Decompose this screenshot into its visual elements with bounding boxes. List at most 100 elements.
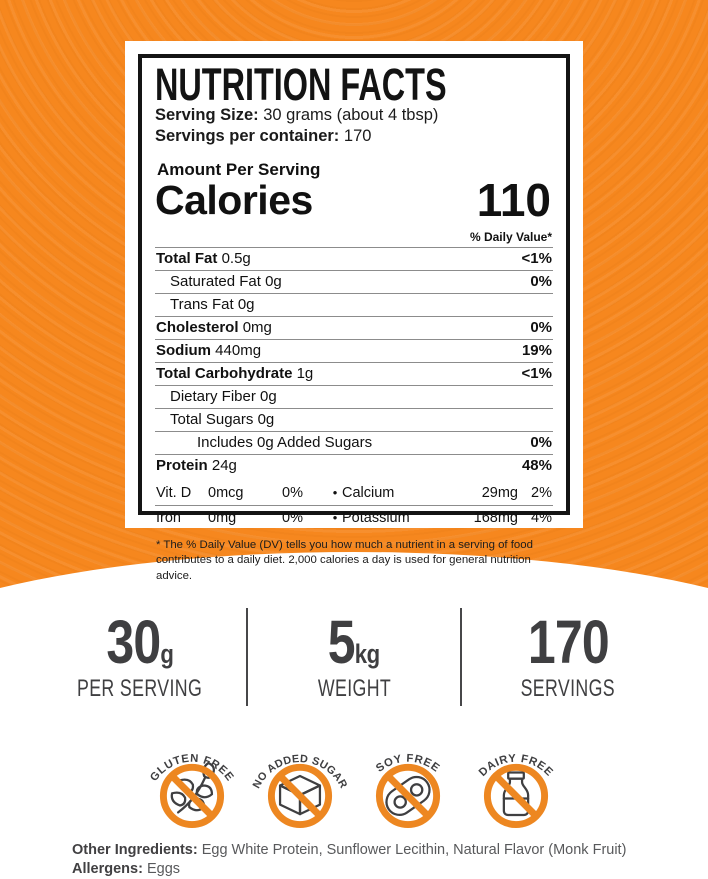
micro-dv: 0%	[282, 485, 303, 502]
stat-servings: 170 SERVINGS	[462, 611, 674, 703]
nutrient-amount: 440mg	[215, 341, 262, 359]
stats-divider	[246, 608, 248, 706]
no-symbol	[375, 763, 441, 828]
nutrient-name: Trans Fat	[170, 295, 234, 313]
nutrient-row-dietary-fiber: Dietary Fiber 0g	[155, 386, 553, 409]
stat-label: SERVINGS	[520, 674, 616, 702]
servings-per-container-value: 170	[343, 127, 372, 146]
amount-per-serving-label: Amount Per Serving	[157, 160, 321, 180]
servings-per-container-label: Servings per container:	[155, 127, 340, 146]
stat-value: 170	[527, 607, 609, 676]
white-background	[0, 670, 708, 879]
stat-value: 30	[106, 607, 161, 676]
nutrient-dv: <1%	[521, 249, 552, 267]
nutrient-row-total-sugars: Total Sugars 0g	[155, 409, 553, 432]
nutrient-name: Cholesterol	[156, 318, 239, 336]
stat-per-serving: 30g PER SERVING	[34, 611, 246, 703]
daily-value-header: % Daily Value*	[155, 226, 553, 248]
soy-free-badge-graphic: SOY FREE	[374, 753, 442, 828]
svg-text:SOY FREE: SOY FREE	[374, 753, 442, 775]
nutrient-name: Saturated Fat	[170, 272, 261, 290]
micro-name: Iron	[156, 509, 181, 526]
servings-per-container-line: Servings per container: 170	[155, 126, 553, 147]
nutrient-name: Sodium	[156, 341, 211, 359]
dietary-badges-row: GLUTEN FREE NO	[0, 720, 708, 832]
nutrient-dv: 0%	[530, 272, 552, 290]
serving-size-label: Serving Size:	[155, 106, 259, 125]
other-ingredients-label: Other Ingredients:	[72, 842, 198, 858]
badge-soy-free: SOY FREE	[356, 720, 460, 832]
nutrient-row-sodium: Sodium 440mg 19%	[155, 340, 553, 363]
bullet-separator: •	[332, 509, 338, 525]
micro-dv: 2%	[531, 485, 552, 502]
other-ingredients-line: Other Ingredients: Egg White Protein, Su…	[72, 841, 626, 860]
ingredients-block: Other Ingredients: Egg White Protein, Su…	[72, 841, 626, 879]
stat-label: PER SERVING	[77, 674, 203, 702]
nutrient-amount: 0g	[237, 295, 255, 313]
micro-name: Potassium	[342, 509, 410, 526]
nutrient-row-cholesterol: Cholesterol 0mg 0%	[155, 317, 553, 340]
nutrient-dv: 48%	[521, 456, 552, 474]
nutrient-name: Includes 0g Added Sugars	[197, 433, 373, 451]
micro-amount: 168mg	[473, 509, 518, 526]
nutrient-dv: 0%	[530, 318, 552, 336]
nutrient-dv: <1%	[521, 364, 552, 382]
micro-dv: 4%	[531, 509, 552, 526]
nutrition-facts-border: NUTRITION FACTS Serving Size: 30 grams (…	[138, 54, 570, 582]
no-symbol	[267, 763, 333, 828]
svg-text:NO ADDED SUGAR: NO ADDED SUGAR	[251, 753, 350, 791]
nutrient-amount: 0.5g	[221, 249, 251, 267]
nutrient-amount: 0g	[260, 387, 277, 405]
calories-word: Calories	[155, 176, 313, 223]
micro-dv: 0%	[282, 509, 303, 526]
nutrient-row-protein: Protein 24g 48%	[155, 455, 553, 477]
no-symbol	[483, 763, 549, 828]
nutrition-facts-panel: NUTRITION FACTS Serving Size: 30 grams (…	[125, 41, 583, 582]
calories-row: Calories 110	[155, 173, 553, 226]
stats-band: 30g PER SERVING 5kg WEIGHT 170 SERVINGS	[34, 608, 674, 706]
other-ingredients-value: Egg White Protein, Sunflower Lecithin, N…	[201, 842, 627, 858]
micro-amount: 29mg	[481, 485, 518, 502]
stat-unit: g	[160, 638, 174, 669]
calories-value: 110	[476, 173, 551, 226]
nutrient-row-trans-fat: Trans Fat 0g	[155, 294, 553, 317]
nutrition-facts-title: NUTRITION FACTS	[155, 59, 447, 110]
nutrient-amount: 0mg	[242, 318, 272, 336]
micro-amount: 0mg	[208, 509, 237, 526]
badge-gluten-free: GLUTEN FREE	[140, 720, 244, 832]
nutrient-name: Protein	[156, 456, 208, 474]
nutrient-name: Dietary Fiber	[170, 387, 256, 405]
stat-label: WEIGHT	[317, 674, 391, 702]
nutrient-amount: 0g	[265, 272, 282, 290]
bullet-separator: •	[332, 485, 338, 501]
badge-no-added-sugar: NO ADDED SUGAR	[248, 720, 352, 832]
serving-size-value: 30 grams (about 4 tbsp)	[263, 106, 439, 125]
nutrient-row-total-fat: Total Fat 0.5g <1%	[155, 248, 553, 271]
stat-unit: kg	[354, 638, 381, 669]
badge-dairy-free: DAIRY FREE	[464, 720, 568, 832]
micronutrient-row-1: Vit. D 0mcg 0% • Calcium 29mg 2%	[155, 482, 553, 507]
nutrient-row-saturated-fat: Saturated Fat 0g 0%	[155, 271, 553, 294]
badge-arc-label: SOY FREE	[374, 753, 441, 775]
stat-value: 5	[327, 607, 356, 676]
badge-arc-label: NO ADDED SUGAR	[251, 753, 349, 791]
stat-weight: 5kg WEIGHT	[248, 611, 460, 703]
allergens-label: Allergens:	[72, 861, 143, 878]
nutrient-row-total-carbohydrate: Total Carbohydrate 1g <1%	[155, 363, 553, 386]
serving-size-line: Serving Size: 30 grams (about 4 tbsp)	[155, 105, 553, 126]
dairy-free-badge-graphic: DAIRY FREE	[477, 753, 555, 828]
nutrient-row-added-sugars: Includes 0g Added Sugars 0%	[155, 432, 553, 455]
nutrient-amount: 1g	[296, 364, 314, 382]
nutrient-name: Total Carbohydrate	[156, 364, 293, 382]
nutrient-name: Total Fat	[156, 249, 218, 267]
micro-amount: 0mcg	[208, 485, 244, 502]
micro-name: Vit. D	[156, 485, 192, 502]
nutrient-amount: 0g	[257, 410, 275, 428]
nutrient-amount: 24g	[211, 456, 237, 474]
stats-divider	[460, 608, 462, 706]
micro-name: Calcium	[342, 485, 395, 502]
allergens-line: Allergens: Eggs	[72, 860, 626, 879]
nutrient-dv: 0%	[530, 433, 552, 451]
nutrient-name: Total Sugars	[170, 410, 254, 428]
